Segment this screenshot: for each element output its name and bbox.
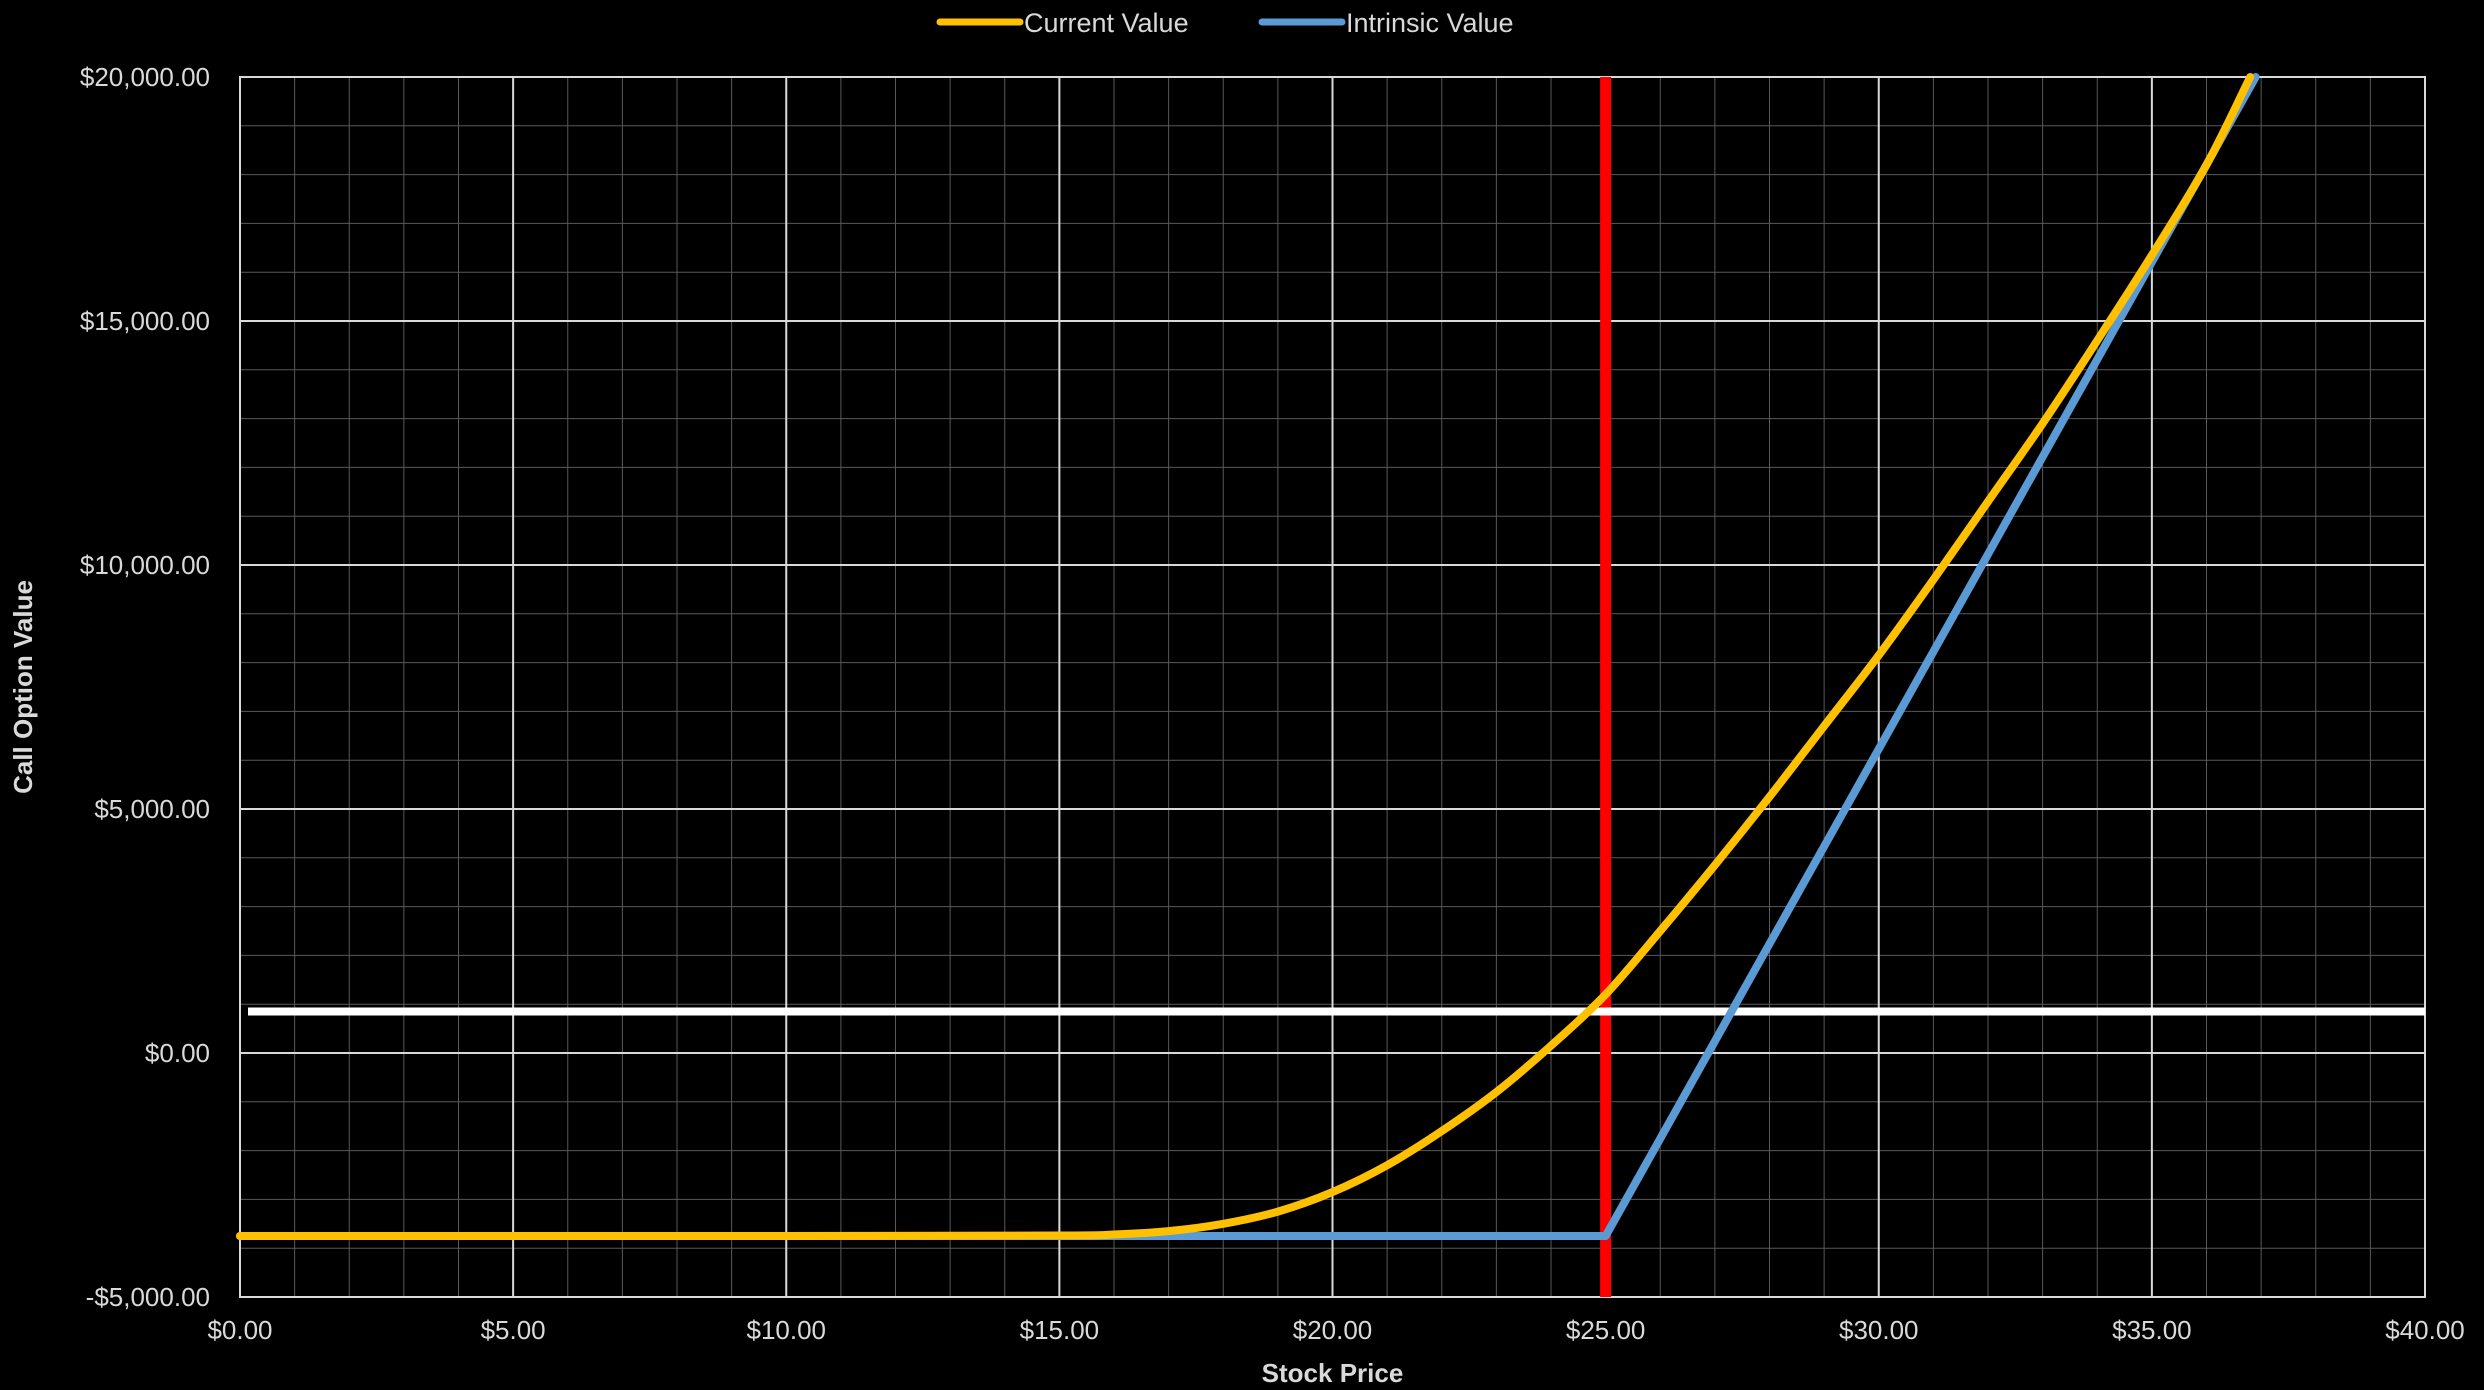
legend-label-current-value: Current Value [1024, 8, 1189, 38]
x-tick-label: $5.00 [481, 1315, 546, 1345]
plot-area-border [239, 76, 2426, 1298]
x-tick-label: $35.00 [2112, 1315, 2192, 1345]
x-tick-label: $30.00 [1839, 1315, 1919, 1345]
x-axis-tick-labels: $0.00 $5.00 $10.00 $15.00 $20.00 $25.00 $30.00… [207, 1315, 2464, 1345]
series-lines [236, 73, 2260, 1241]
y-tick-label: $20,000.00 [80, 62, 210, 92]
series-line-current-value [236, 73, 2255, 1241]
x-axis-title: Stock Price [1262, 1358, 1404, 1388]
x-tick-label: $20.00 [1293, 1315, 1373, 1345]
x-tick-label: $0.00 [207, 1315, 272, 1345]
x-tick-label: $15.00 [1020, 1315, 1100, 1345]
y-axis-tick-labels: -$5,000.00 $0.00 $5,000.00 $10,000.00 $15,00… [80, 62, 210, 1312]
chart-legend: Current Value Intrinsic Value [936, 8, 1514, 38]
y-tick-label: $10,000.00 [80, 550, 210, 580]
y-tick-label: -$5,000.00 [86, 1282, 210, 1312]
y-tick-label: $0.00 [145, 1038, 210, 1068]
x-tick-label: $10.00 [746, 1315, 826, 1345]
x-tick-label: $25.00 [1566, 1315, 1646, 1345]
legend-label-intrinsic-value: Intrinsic Value [1346, 8, 1514, 38]
x-tick-label: $40.00 [2385, 1315, 2465, 1345]
reference-lines [248, 77, 2425, 1297]
y-tick-label: $15,000.00 [80, 306, 210, 336]
y-axis-title: Call Option Value [8, 580, 38, 794]
y-tick-label: $5,000.00 [94, 794, 210, 824]
